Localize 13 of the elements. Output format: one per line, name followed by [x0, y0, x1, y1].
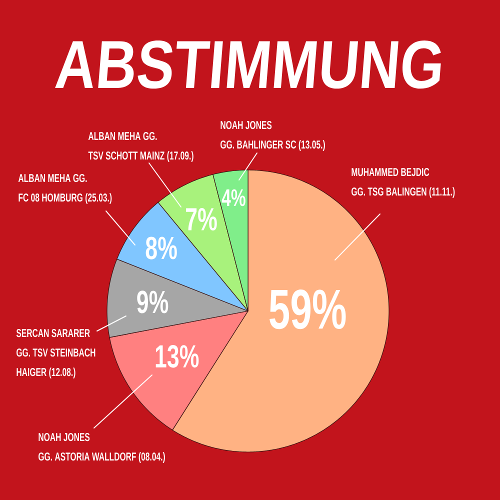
slice-label: ALBAN MEHA GG. TSV SCHOTT MAINZ (17.09.) — [88, 132, 194, 162]
slice-label: NOAH JONES GG. ASTORIA WALLDORF (08.04.) — [38, 432, 165, 463]
data-label: 7% — [186, 208, 217, 231]
slice-label: SERCAN SARARER GG. TSV STEINBACH HAIGER (12.08.) — [16, 328, 96, 378]
data-label: 9% — [137, 290, 168, 314]
chart-title: ABSTIMMUNG — [55, 40, 441, 89]
data-label: 8% — [146, 236, 177, 260]
data-label: 13% — [156, 344, 199, 368]
slice-label: MUHAMMED BEJDIC GG. TSG BALINGEN (11.11.) — [352, 168, 455, 198]
slice-label: ALBAN MEHA GG. FC 08 HOMBURG (25.03.) — [18, 174, 112, 204]
data-label: 4% — [222, 189, 246, 206]
data-label: 59% — [270, 289, 346, 330]
slice-label: NOAH JONES GG. BAHLINGER SC (13.05.) — [220, 120, 325, 151]
